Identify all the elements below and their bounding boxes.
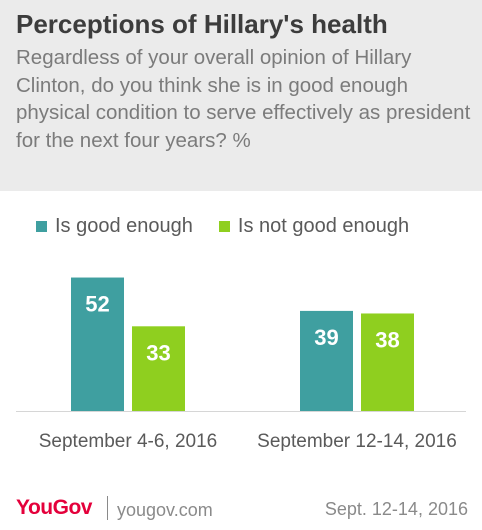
footer-divider [107, 496, 108, 520]
legend-label-not-good: Is not good enough [237, 214, 410, 237]
data-label-not-good-1: 33 [146, 340, 170, 365]
data-label-good-2: 39 [314, 325, 338, 350]
bar-not-good-1 [132, 326, 185, 411]
legend: Is good enough Is not good enough [36, 213, 435, 239]
legend-label-good: Is good enough [55, 214, 193, 237]
header-panel: Perceptions of Hillary's health Regardle… [0, 0, 482, 191]
yougov-logo: YouGov [16, 496, 92, 519]
footer-date: Sept. 12-14, 2016 [324, 499, 468, 519]
category-label-2: September 12-14, 2016 [257, 431, 457, 452]
chart-title: Perceptions of Hillary's health [16, 9, 388, 39]
footer-site: yougov.com [117, 500, 213, 520]
category-label-1: September 4-6, 2016 [39, 431, 218, 452]
legend-swatch-good [36, 220, 47, 232]
bar-good-1 [71, 277, 124, 411]
data-label-not-good-2: 38 [375, 327, 399, 352]
data-label-good-1: 52 [85, 292, 109, 317]
chart-subtitle: Regardless of your overall opinion of Hi… [16, 46, 471, 152]
bar-not-good-2 [361, 313, 414, 411]
legend-swatch-not-good [218, 220, 230, 232]
bar-good-2 [300, 310, 353, 411]
bar-chart: 52 33 September 4-6, 2016 39 38 September 12-… [16, 277, 466, 452]
legend-item-good: Is good enough [36, 215, 193, 238]
legend-item-not-good: Is not good enough [218, 214, 410, 238]
